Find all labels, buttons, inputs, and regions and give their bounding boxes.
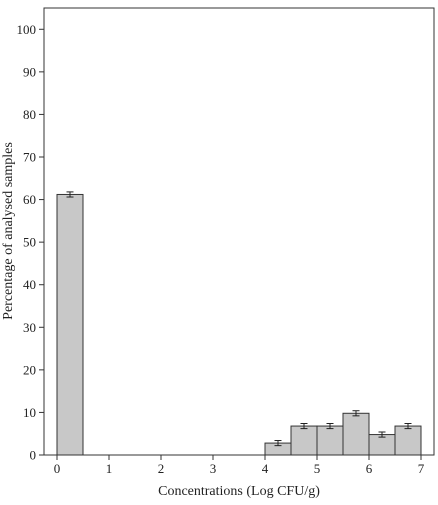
error-bar: [300, 422, 308, 430]
error-bar: [326, 422, 334, 430]
y-tick-label: 50: [23, 235, 36, 250]
x-tick-label: 6: [366, 461, 373, 476]
y-tick-label: 0: [30, 448, 37, 463]
y-tick-label: 80: [23, 107, 36, 122]
error-bar: [352, 410, 360, 417]
histogram-bar: [316, 425, 344, 456]
x-axis: 0 1 2 3 4 5 6 7: [54, 455, 425, 476]
y-axis: 0 10 20 30 40 50 60 70 80 90 100: [17, 22, 44, 463]
y-tick-label: 60: [23, 192, 36, 207]
x-tick-label: 7: [418, 461, 425, 476]
x-axis-title: Concentrations (Log CFU/g): [158, 484, 320, 499]
y-tick-label: 70: [23, 150, 36, 165]
x-tick-label: 0: [54, 461, 61, 476]
x-tick-label: 5: [314, 461, 321, 476]
y-tick-label: 90: [23, 64, 36, 79]
y-tick-label: 30: [23, 320, 36, 335]
bars-group: [56, 191, 422, 456]
histogram-bar: [342, 412, 370, 456]
y-axis-title: Percentage of analysed samples: [1, 142, 16, 320]
histogram-bar: [394, 425, 422, 456]
histogram-bar: [368, 434, 396, 456]
error-bar: [274, 440, 282, 447]
y-tick-label: 20: [23, 362, 36, 377]
x-tick-label: 2: [158, 461, 165, 476]
error-bar: [66, 191, 74, 198]
x-tick-label: 4: [262, 461, 269, 476]
x-tick-label: 3: [210, 461, 217, 476]
error-bar: [378, 431, 386, 438]
y-tick-label: 40: [23, 277, 36, 292]
y-tick-label: 100: [17, 22, 37, 37]
plot-frame: [43, 7, 435, 456]
y-tick-label: 10: [23, 405, 36, 420]
x-tick-label: 1: [106, 461, 113, 476]
histogram-bar: [56, 193, 84, 456]
error-bar: [404, 422, 412, 430]
histogram-bar: [290, 425, 318, 456]
